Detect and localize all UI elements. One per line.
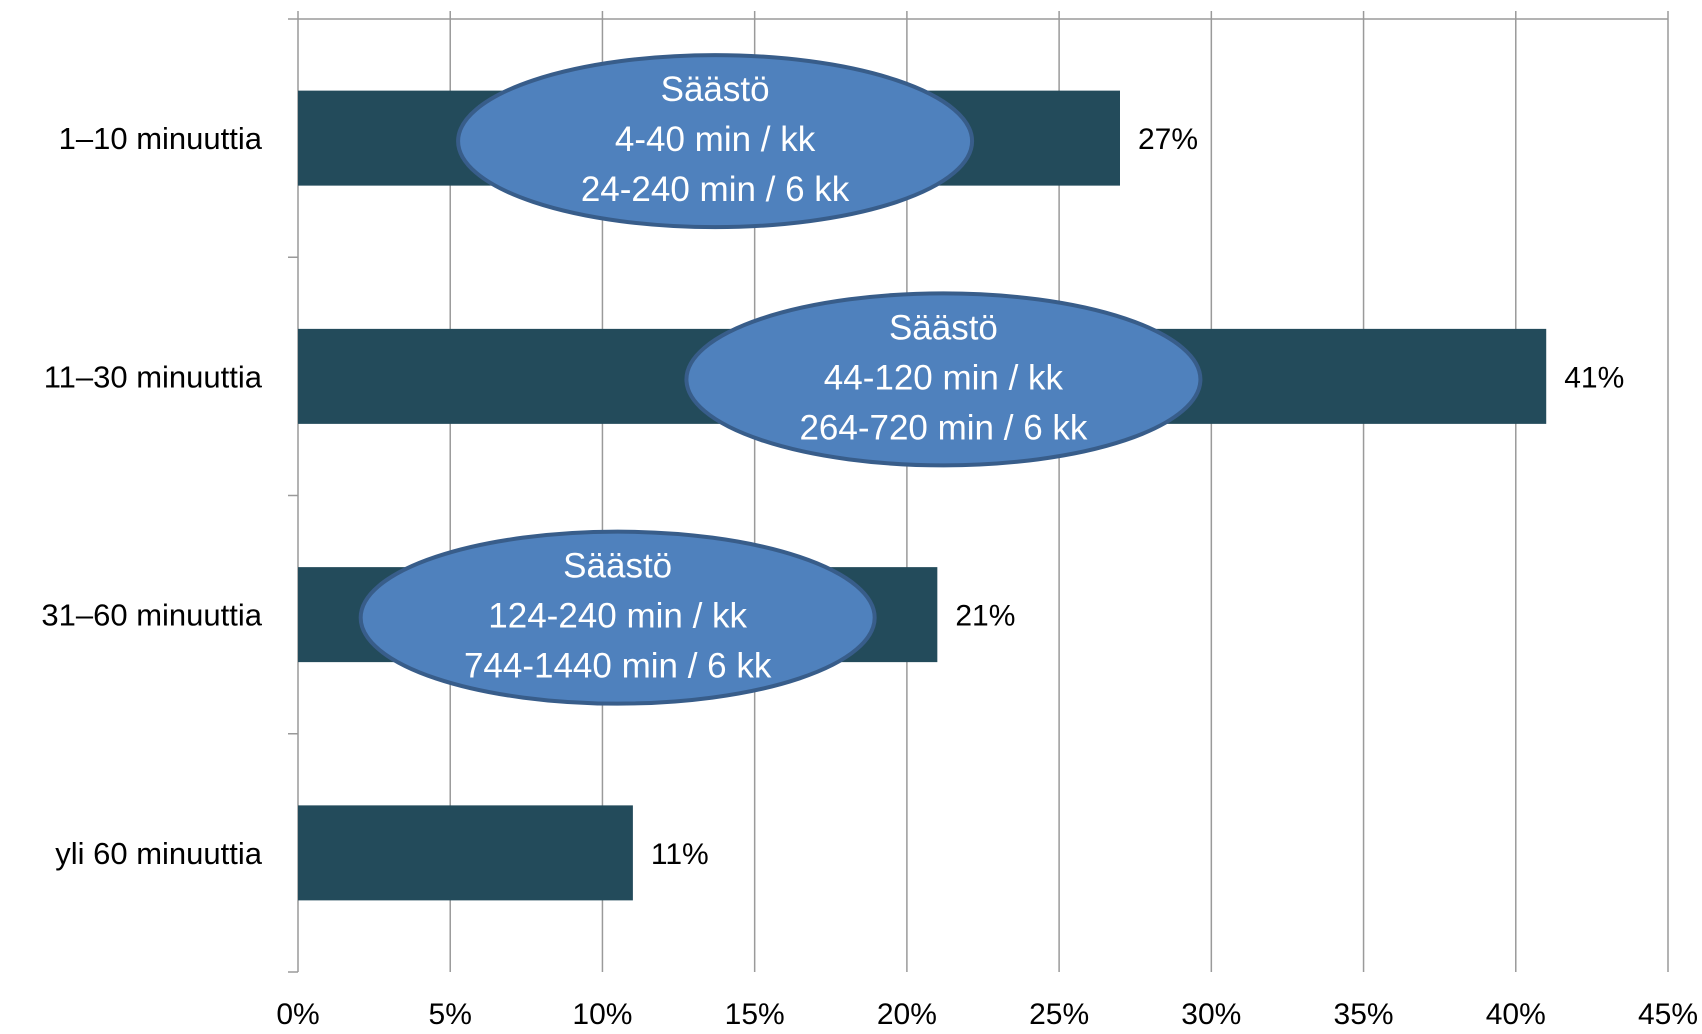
bars bbox=[298, 90, 1547, 901]
category-label: 1–10 minuuttia bbox=[59, 121, 263, 156]
value-label: 27% bbox=[1138, 123, 1198, 156]
annotation-text: 4-40 min / kk bbox=[615, 120, 816, 159]
annotation-text: Säästö bbox=[661, 70, 770, 109]
x-tick-label: 15% bbox=[725, 998, 785, 1031]
category-label: 31–60 minuuttia bbox=[41, 598, 262, 633]
x-tick-label: 10% bbox=[572, 998, 632, 1031]
annotation-text: 44-120 min / kk bbox=[824, 358, 1064, 397]
annotation-ellipse bbox=[684, 291, 1203, 468]
x-tick-label: 40% bbox=[1486, 998, 1546, 1031]
value-label: 21% bbox=[955, 600, 1015, 633]
annotation-text: 24-240 min / 6 kk bbox=[581, 170, 850, 209]
savings-annotation: Säästö 4-40 min / kk 24-240 min / 6 kk bbox=[456, 53, 975, 230]
value-labels: 27% 41% 21% 11% bbox=[651, 123, 1624, 871]
annotation-ellipse bbox=[456, 53, 975, 230]
savings-annotation: Säästö 44-120 min / kk 264-720 min / 6 kk bbox=[684, 291, 1203, 468]
x-tick-label: 45% bbox=[1638, 998, 1698, 1031]
annotation-text: Säästö bbox=[563, 547, 672, 586]
x-tick-label: 25% bbox=[1029, 998, 1089, 1031]
x-tick-label: 0% bbox=[276, 998, 319, 1031]
x-tick-label: 5% bbox=[429, 998, 472, 1031]
x-tick-label: 35% bbox=[1334, 998, 1394, 1031]
value-label: 41% bbox=[1564, 361, 1624, 394]
value-label: 11% bbox=[651, 838, 709, 871]
savings-annotation: Säästö 124-240 min / kk 744-1440 min / 6 k… bbox=[358, 529, 877, 706]
category-label: yli 60 minuuttia bbox=[55, 836, 263, 871]
x-tick-label: 30% bbox=[1181, 998, 1241, 1031]
x-tick-label: 20% bbox=[877, 998, 937, 1031]
annotation-text: Säästö bbox=[889, 308, 998, 347]
annotation-text: 264-720 min / 6 kk bbox=[799, 408, 1087, 447]
annotation-text: 744-1440 min / 6 kk bbox=[464, 647, 772, 686]
category-labels: 1–10 minuuttia 11–30 minuuttia 31–60 minuu… bbox=[41, 121, 262, 871]
annotation-text: 124-240 min / kk bbox=[488, 597, 747, 636]
annotation-ellipse bbox=[358, 529, 877, 706]
x-tick-labels: 0% 5% 10% 15% 20% 25% 30% 35% 40% 45% bbox=[276, 998, 1698, 1031]
category-label: 11–30 minuuttia bbox=[44, 359, 263, 394]
bar bbox=[298, 805, 633, 901]
